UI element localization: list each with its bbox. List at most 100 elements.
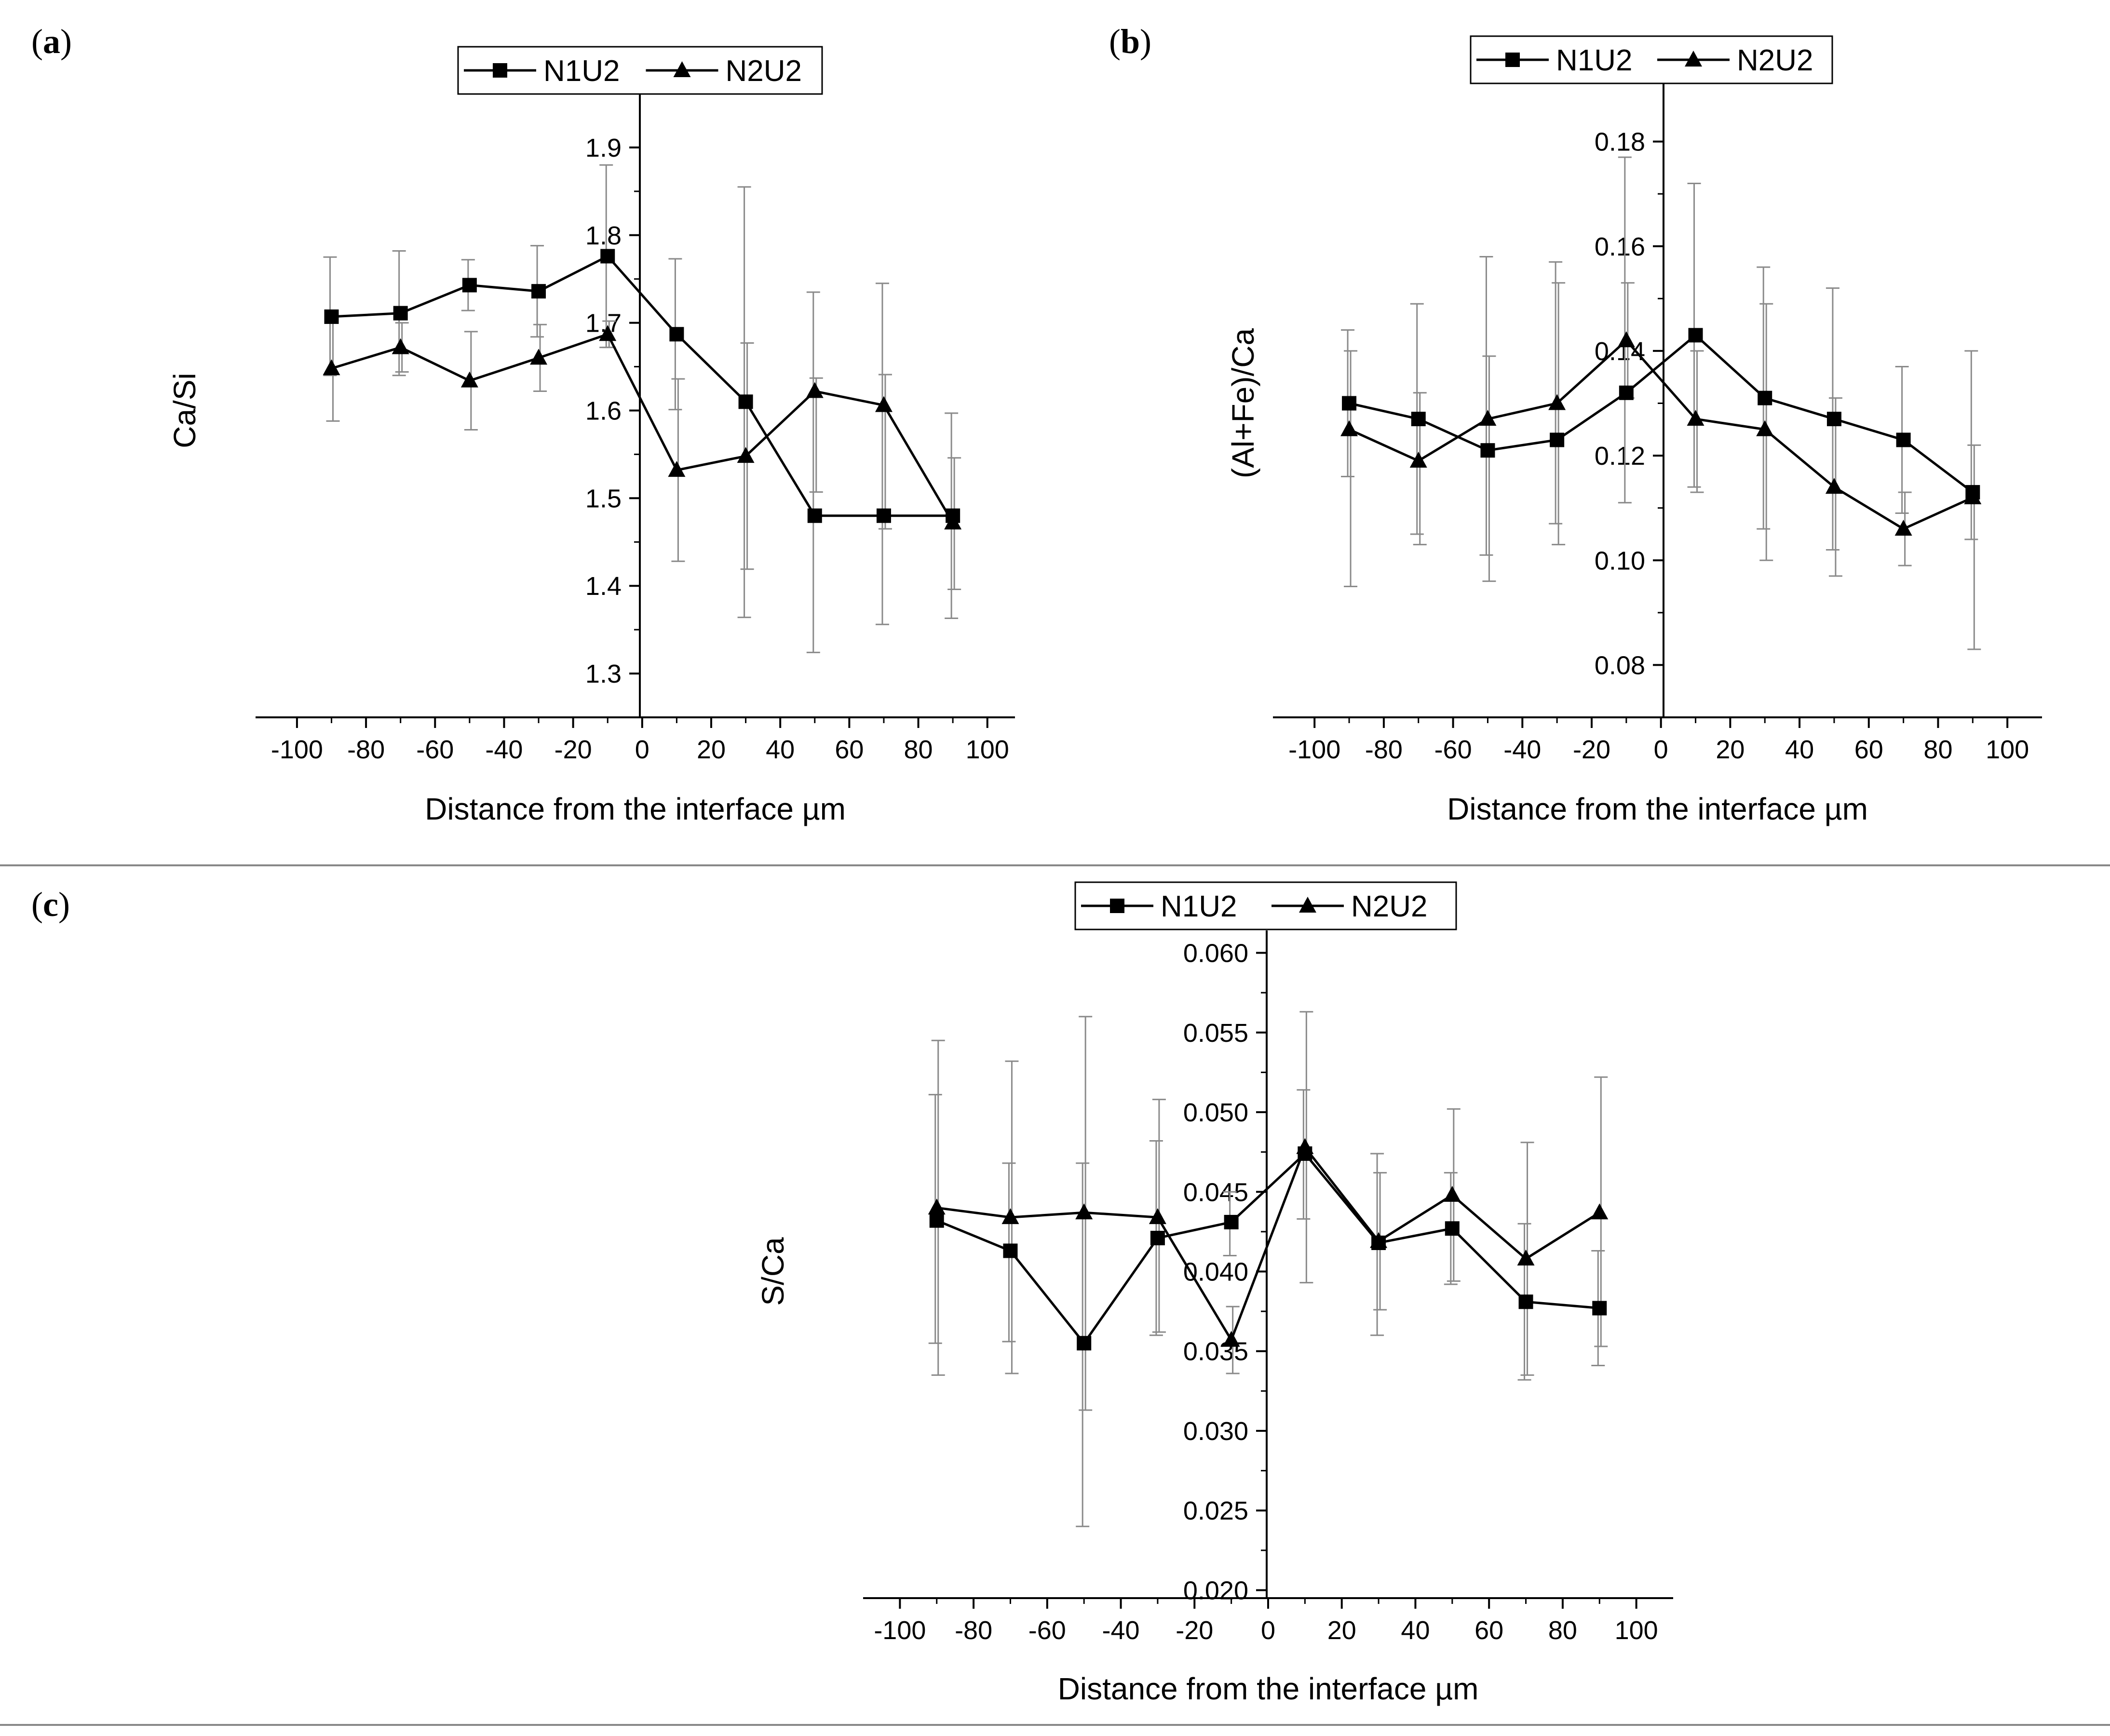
x-tick-label: -40 (1503, 735, 1541, 764)
data-point-n2u2 (944, 513, 962, 530)
data-point-n2u2 (460, 371, 478, 388)
data-point-n2u2 (1517, 1250, 1535, 1266)
x-axis-label: Distance from the interface µm (1058, 1671, 1479, 1706)
y-tick-label: 0.060 (1183, 939, 1248, 968)
y-tick-label: 1.4 (585, 572, 622, 601)
panel-letter-b: (b) (1109, 22, 1151, 61)
legend-label-n1u2: N1U2 (1556, 44, 1633, 77)
x-tick-label: 100 (966, 735, 1009, 764)
data-point-n1u2 (1342, 396, 1357, 411)
data-point-n1u2 (738, 394, 753, 409)
x-tick-label: 100 (1615, 1616, 1658, 1645)
series-line-n1u2 (331, 255, 953, 517)
x-tick-label: -80 (955, 1616, 992, 1645)
x-tick-label: 80 (1548, 1616, 1577, 1645)
data-point-n2u2 (323, 359, 340, 376)
data-point-n2u2 (1591, 1203, 1609, 1220)
x-tick-label: 100 (1986, 735, 2029, 764)
data-point-n1u2 (462, 278, 477, 293)
data-point-n2u2 (1370, 1232, 1388, 1248)
data-point-n1u2 (929, 1213, 944, 1228)
data-point-n1u2 (1150, 1231, 1165, 1246)
data-point-n1u2 (393, 306, 408, 321)
x-tick-label: -20 (1176, 1616, 1213, 1645)
y-tick-label: 0.18 (1595, 128, 1645, 157)
data-point-n2u2 (1964, 488, 1982, 504)
data-point-n1u2 (600, 249, 615, 264)
y-tick-label: 0.050 (1183, 1098, 1248, 1127)
y-tick-label: 0.08 (1595, 651, 1645, 680)
data-point-n2u2 (737, 447, 755, 463)
data-point-n1u2 (531, 284, 546, 299)
chart-c: -100 -80 -60 -40 -20 0 20 40 60 80 100 0.020 0.025 0.… (756, 881, 1673, 1706)
x-tick-label: -80 (1365, 735, 1403, 764)
data-point-n1u2 (1758, 390, 1772, 405)
x-tick-label: 40 (1401, 1616, 1430, 1645)
series-line-n1u2 (936, 1152, 1600, 1346)
y-axis-label: Ca/Si (167, 373, 202, 448)
y-tick-label: 1.5 (585, 484, 622, 513)
data-point-n1u2 (1224, 1215, 1239, 1230)
legend-label-n2u2: N2U2 (1351, 890, 1428, 923)
data-point-n1u2 (1518, 1294, 1533, 1309)
data-point-n2u2 (668, 461, 686, 477)
legend-label-n1u2: N1U2 (1161, 890, 1237, 923)
data-point-n1u2 (876, 508, 891, 523)
chart-a: -100 -80 -60 -40 -20 0 20 40 60 80 100 1.3 1.4 1.5 1.6… (167, 46, 1015, 826)
y-tick-label: 0.045 (1183, 1178, 1248, 1207)
data-point-n2u2 (1894, 520, 1912, 536)
legend-marker-triangle (1299, 897, 1316, 913)
series-line-n2u2 (936, 1144, 1600, 1343)
data-point-n2u2 (1296, 1138, 1314, 1154)
y-tick-label: 0.10 (1595, 546, 1645, 575)
chart-b: -100 -80 -60 -40 -20 0 20 40 60 80 100 0.08 0.10 0.12… (1226, 35, 2042, 826)
x-tick-label: 0 (1261, 1616, 1275, 1645)
x-tick-label: 40 (766, 735, 795, 764)
data-point-n2u2 (1149, 1208, 1166, 1225)
y-tick-label: 0.035 (1183, 1337, 1248, 1366)
y-tick-label: 0.030 (1183, 1417, 1248, 1446)
x-tick-label: 0 (1654, 735, 1668, 764)
data-point-n2u2 (806, 382, 824, 398)
data-point-n1u2 (1896, 432, 1911, 447)
data-point-n2u2 (599, 325, 617, 341)
data-point-n2u2 (1409, 451, 1427, 468)
y-tick-label: 0.020 (1183, 1576, 1248, 1605)
x-tick-label: -100 (271, 735, 323, 764)
x-tick-label: 40 (1785, 735, 1814, 764)
y-tick-label: 0.025 (1183, 1496, 1248, 1525)
data-point-n2u2 (1340, 420, 1358, 436)
x-axis-label: Distance from the interface µm (425, 792, 846, 826)
data-point-n2u2 (1617, 331, 1635, 348)
x-tick-label: 0 (635, 735, 649, 764)
data-point-n2u2 (1825, 478, 1843, 494)
data-point-n1u2 (669, 327, 684, 342)
data-point-n1u2 (1619, 385, 1634, 400)
legend-marker-square (493, 63, 507, 78)
panel-letter-c: (c) (31, 885, 70, 924)
x-tick-label: 80 (1923, 735, 1952, 764)
legend-marker-triangle (1685, 51, 1702, 67)
data-point-n2u2 (1548, 394, 1566, 410)
data-point-n2u2 (530, 349, 548, 365)
legend-label-n2u2: N2U2 (1737, 44, 1813, 77)
data-point-n1u2 (807, 508, 822, 523)
data-point-n2u2 (1001, 1208, 1019, 1225)
series-line-n2u2 (331, 333, 954, 524)
y-tick-label: 0.055 (1183, 1019, 1248, 1048)
x-tick-label: -60 (1434, 735, 1472, 764)
x-tick-label: -60 (416, 735, 454, 764)
x-tick-label: -80 (347, 735, 385, 764)
x-tick-label: -100 (874, 1616, 926, 1645)
x-tick-label: 20 (1716, 735, 1745, 764)
data-point-n2u2 (1443, 1185, 1461, 1202)
data-point-n2u2 (1479, 410, 1497, 426)
data-point-n1u2 (1003, 1243, 1018, 1258)
x-tick-label: -40 (485, 735, 523, 764)
x-tick-label: -100 (1288, 735, 1340, 764)
data-point-n2u2 (1222, 1331, 1240, 1347)
x-tick-label: -40 (1102, 1616, 1140, 1645)
y-axis-label: S/Ca (756, 1237, 790, 1306)
y-tick-label: 1.8 (585, 221, 622, 250)
